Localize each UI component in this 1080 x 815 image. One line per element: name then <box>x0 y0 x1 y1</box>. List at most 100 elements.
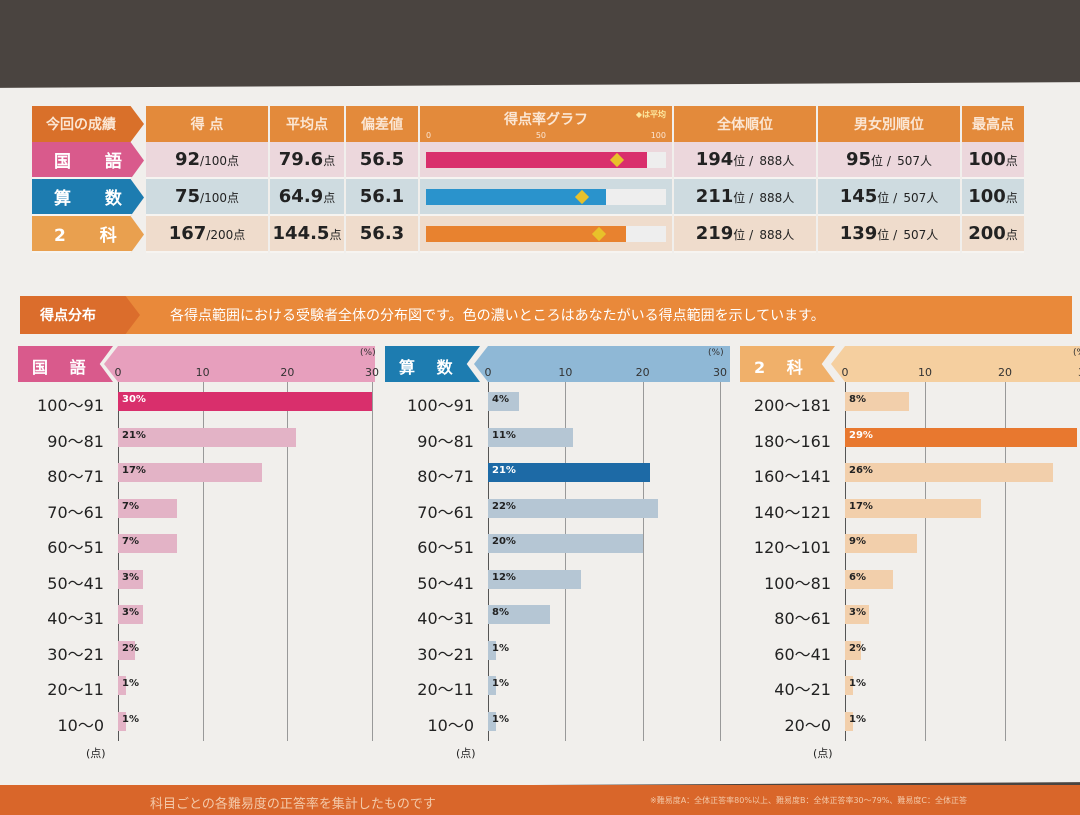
category-label: 60～51 <box>47 538 104 557</box>
header-average: 平均点 <box>270 106 344 142</box>
unit: 位 / <box>733 154 754 168</box>
category-label: 40～31 <box>417 609 474 628</box>
unit: 点 <box>329 228 342 242</box>
bar-value-label: 1% <box>492 678 509 689</box>
distribution-bar <box>488 534 643 553</box>
category-label: 50～41 <box>47 573 104 593</box>
unit: 点 <box>1005 154 1018 168</box>
total-examinees: 888人 <box>759 154 795 168</box>
category-label: 160～141 <box>753 467 831 486</box>
gridline <box>925 382 926 741</box>
x-tick-label: 20 <box>635 366 650 379</box>
chart-title: 2 科 <box>740 346 835 382</box>
bar-value-label: 22% <box>492 500 516 512</box>
bar-value-label: 4% <box>492 394 509 405</box>
subject-label: 国 語 <box>32 142 144 179</box>
category-label: 180～161 <box>753 431 831 451</box>
bar-value-label: 11% <box>492 429 516 441</box>
category-label: 10～0 <box>427 715 474 735</box>
gridline <box>642 382 644 741</box>
distribution-bar <box>118 605 144 624</box>
unit: 位 / <box>877 228 898 242</box>
distribution-bar <box>118 569 144 589</box>
bar-value-label: 1% <box>492 713 509 725</box>
distribution-bar <box>118 640 135 660</box>
unit: 位 / <box>733 228 754 242</box>
top-score: 200点 <box>962 216 1024 253</box>
bar-value-label: 1% <box>122 713 139 725</box>
gridline <box>287 382 289 741</box>
distribution-description: 各得点範囲における受験者全体の分布図です。色の濃いところはあなたがいる得点範囲を… <box>170 308 825 324</box>
category-label: 100～91 <box>407 396 474 415</box>
bar-value-label: 3% <box>849 607 866 618</box>
footer-note: ※難易度A：全体正答率80%以上、難易度B：全体正答率30～79%、難易度C：全… <box>650 796 967 805</box>
total-examinees: 888人 <box>759 228 795 242</box>
distribution-bar <box>118 676 127 695</box>
subject-label: 2 科 <box>32 216 144 253</box>
results-table: 今回の成績 得 点 平均点 偏差値 得点率グラフ ◆は平均 0 50 100 全体順位 … <box>30 106 1026 253</box>
category-label: 200～181 <box>753 396 831 415</box>
distribution-bar <box>118 392 372 411</box>
category-label: 60～41 <box>774 644 831 664</box>
distribution-bar <box>845 392 909 411</box>
axis-unit-label: (点) <box>456 747 476 760</box>
rate-bar <box>426 225 627 242</box>
chart-title: 国 語 <box>18 346 113 382</box>
distribution-bar <box>488 676 496 695</box>
category-label: 100～91 <box>37 396 104 415</box>
distribution-bar <box>845 569 893 589</box>
category-label: 80～71 <box>417 467 474 486</box>
category-label: 140～121 <box>753 502 831 522</box>
overall-rank: 211位 / 888人 <box>674 179 816 216</box>
distribution-bar <box>845 640 861 660</box>
x-tick-label: 10 <box>195 366 210 379</box>
gridline <box>845 382 846 741</box>
deviation: 56.3 <box>346 216 418 253</box>
chart-header-band <box>104 346 375 382</box>
bar-value-label: 1% <box>849 678 866 689</box>
rank-value: 219 <box>695 223 734 244</box>
x-tick-label: 10 <box>558 366 573 379</box>
score-max: /100点 <box>200 154 239 168</box>
gender-rank: 145位 / 507人 <box>818 179 960 216</box>
tick: 50 <box>535 131 546 140</box>
rank-value: 211 <box>695 186 734 207</box>
result-row: 2 科 167/200点 144.5点 56.3 219位 / 888人 139… <box>32 216 1024 253</box>
chart-title: 算 数 <box>385 346 480 382</box>
bar-value-label: 30% <box>122 394 146 405</box>
gridline <box>1005 382 1006 741</box>
distribution-bar <box>845 711 853 731</box>
x-tick-label: 20 <box>998 366 1012 379</box>
bar-value-label: 21% <box>122 429 146 441</box>
bar-value-label: 8% <box>849 394 866 405</box>
category-label: 70～61 <box>47 502 104 522</box>
score: 75/100点 <box>146 179 268 216</box>
distribution-bar <box>845 427 1077 447</box>
axis-unit-label: (%) <box>360 348 376 358</box>
category-label: 30～21 <box>47 644 104 664</box>
category-label: 60～51 <box>417 538 474 557</box>
bar-value-label: 17% <box>849 500 873 512</box>
result-row: 算 数 75/100点 64.9点 56.1 211位 / 888人 145位 … <box>32 179 1024 216</box>
footer-title: 科目ごとの各難易度の正答率を集計したものです <box>150 797 436 812</box>
bar-value-label: 2% <box>849 642 866 654</box>
rate-bar <box>426 151 647 168</box>
score-value: 75 <box>174 186 201 207</box>
x-tick-label: 20 <box>280 366 295 379</box>
x-tick-label: 30 <box>713 366 727 379</box>
gender-examinees: 507人 <box>897 154 933 168</box>
rank-value: 139 <box>839 223 878 244</box>
rate-bar <box>426 188 606 205</box>
subject-label: 算 数 <box>32 179 144 216</box>
rate-graph <box>420 216 672 253</box>
average-value: 64.9 <box>278 186 324 207</box>
distribution-bar <box>488 605 550 624</box>
top-score: 100点 <box>962 142 1024 179</box>
bar-value-label: 2% <box>122 642 139 654</box>
chart-two-subjects: 2 科 (%) 0 10 20 30 200～181 8% 180～161 29% 160～141 2… <box>740 346 1080 760</box>
overall-rank: 219位 / 888人 <box>674 216 816 253</box>
chart-header-band <box>831 346 1080 382</box>
chart-math: 算 数 (%) 0 10 20 30 100～91 4% 90～81 11% 80～71 21% 70～… <box>385 346 730 760</box>
average-value: 144.5 <box>272 223 330 244</box>
gridline <box>720 382 721 741</box>
